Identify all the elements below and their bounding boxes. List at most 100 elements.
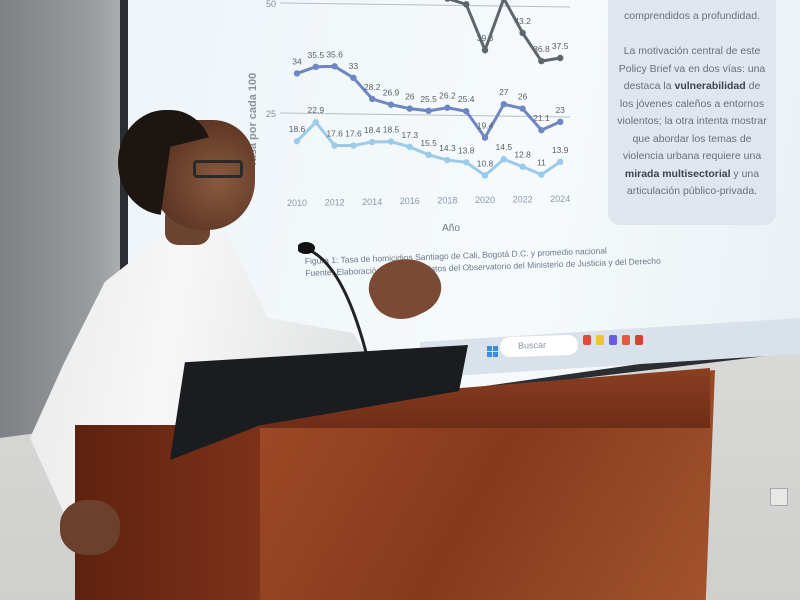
- x-tick-label: 2016: [400, 196, 420, 206]
- taskbar-app-icon[interactable]: [609, 335, 617, 345]
- presenter-hand-resting: [60, 500, 120, 555]
- data-label: 26.9: [383, 88, 400, 98]
- data-label: 14.5: [496, 142, 513, 152]
- data-point: [350, 142, 357, 149]
- data-point: [519, 163, 526, 170]
- data-label: 43.2: [514, 16, 531, 26]
- data-label: 36.8: [533, 44, 550, 54]
- data-point: [519, 29, 526, 37]
- slide-textbox: comprendidos a profundidad. La motivació…: [608, 0, 776, 225]
- data-point: [350, 74, 357, 82]
- data-label: 13.9: [552, 145, 569, 155]
- data-label: 17.3: [402, 130, 419, 140]
- data-label: 39.3: [477, 33, 494, 43]
- data-label: 12.8: [514, 150, 531, 160]
- data-point: [406, 105, 413, 112]
- gridline: [279, 112, 571, 118]
- text: de los jóvenes caleños a entornos violen…: [617, 80, 767, 162]
- gridline: [279, 2, 571, 8]
- data-label: 26: [405, 92, 415, 102]
- y-tick-label: 50: [266, 0, 276, 9]
- data-label: 17.6: [326, 129, 343, 139]
- data-label: 26.2: [439, 91, 456, 101]
- windows-start-icon[interactable]: [487, 346, 498, 357]
- data-label: 17.6: [345, 129, 362, 139]
- microphone: [298, 242, 370, 360]
- data-label: 21.1: [533, 113, 550, 123]
- x-tick-label: 2012: [325, 197, 345, 207]
- data-point: [481, 172, 489, 179]
- taskbar-app-icon[interactable]: [635, 335, 643, 345]
- data-point: [538, 57, 545, 65]
- data-label: 37.5: [552, 41, 569, 51]
- data-point: [500, 101, 507, 108]
- data-point: [387, 138, 395, 145]
- data-point: [500, 156, 507, 163]
- data-point: [481, 46, 489, 54]
- data-label: 19.4: [477, 121, 494, 131]
- data-point: [425, 107, 432, 115]
- data-label: 34: [292, 56, 302, 66]
- data-point: [387, 101, 395, 108]
- data-label: 10.8: [477, 158, 494, 168]
- data-label: 35.5: [308, 50, 325, 60]
- x-tick-label: 2020: [475, 195, 495, 205]
- y-tick-label: 25: [266, 109, 276, 119]
- data-point: [369, 95, 376, 103]
- data-point: [557, 158, 564, 166]
- data-point: [557, 54, 564, 62]
- data-label: 25.4: [458, 94, 475, 104]
- data-point: [425, 151, 432, 158]
- textbox-paragraph: La motivación central de este Policy Bri…: [616, 43, 768, 201]
- data-point: [463, 108, 470, 115]
- x-tick-label: 2024: [550, 194, 570, 204]
- x-tick-label: 2022: [513, 194, 533, 204]
- data-label: 28.2: [364, 82, 381, 92]
- data-point: [463, 1, 470, 8]
- data-label: 22.9: [308, 105, 325, 115]
- data-point: [293, 137, 301, 145]
- taskbar-search[interactable]: Buscar: [499, 334, 579, 358]
- data-point: [519, 105, 526, 112]
- bold-text: mirada multisectorial: [624, 167, 731, 180]
- data-label: 25.5: [420, 94, 437, 104]
- data-point: [331, 142, 338, 149]
- data-point: [312, 63, 319, 70]
- glasses: [193, 160, 243, 178]
- bold-text: vulnerabilidad: [674, 80, 746, 92]
- data-label: 18.6: [289, 124, 306, 134]
- data-point: [312, 119, 319, 126]
- data-point: [538, 126, 545, 134]
- data-label: 23: [555, 105, 565, 115]
- data-label: 26: [518, 92, 528, 102]
- data-point: [500, 0, 507, 2]
- data-point: [406, 143, 413, 151]
- text: La motivación central de este Policy Bri…: [618, 45, 766, 92]
- textbox-line: comprendidos a profundidad.: [623, 10, 760, 22]
- data-label: 35.6: [326, 49, 343, 59]
- data-label: 18.5: [383, 125, 400, 135]
- taskbar-app-icon[interactable]: [583, 335, 591, 345]
- x-axis-label: Año: [442, 223, 460, 234]
- data-label: 27: [499, 87, 509, 97]
- data-point: [444, 104, 451, 111]
- x-tick-label: 2010: [287, 198, 307, 208]
- x-tick-label: 2014: [362, 197, 382, 207]
- data-label: 15.5: [420, 138, 437, 148]
- data-label: 13.8: [458, 145, 475, 155]
- data-label: 11: [537, 158, 546, 168]
- text: y una articulación público-privada.: [626, 167, 760, 198]
- data-point: [293, 70, 301, 77]
- data-point: [538, 171, 545, 178]
- data-label: 14.3: [439, 143, 456, 153]
- wall-outlet: [770, 488, 788, 506]
- data-label: 18.4: [364, 125, 381, 135]
- data-label: 33: [349, 61, 359, 71]
- data-point: [463, 159, 470, 166]
- taskbar-app-icon[interactable]: [622, 335, 630, 345]
- taskbar-app-icon[interactable]: [596, 335, 604, 345]
- data-point: [557, 118, 564, 126]
- data-point: [444, 156, 451, 164]
- data-point: [444, 0, 451, 2]
